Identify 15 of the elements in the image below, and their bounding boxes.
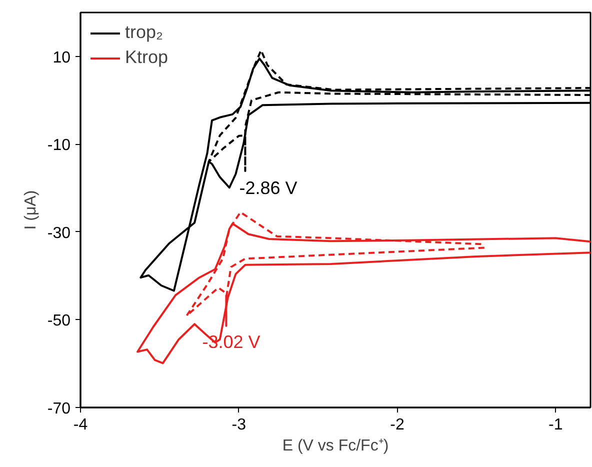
x-tick-label: -4: [73, 416, 88, 434]
y-tick-label: -70: [47, 400, 71, 418]
y-tick-label: -10: [47, 137, 71, 154]
y-tick-label: -30: [47, 224, 71, 242]
annotation: -3.02 V: [202, 332, 260, 352]
y-tick-label: -50: [47, 312, 71, 330]
x-axis-title: E (V vs Fc/Fc⁺): [282, 438, 389, 454]
annotation: -2.86 V: [239, 178, 298, 198]
legend-label: Ktrop: [125, 47, 168, 68]
y-axis-title: I (μA): [22, 190, 40, 230]
x-tick-label: -3: [232, 416, 246, 434]
y-tick-label: 10: [52, 49, 71, 66]
x-tick-label: -2: [390, 416, 404, 434]
x-tick-label: -1: [548, 416, 563, 434]
legend-label: trop₂: [125, 22, 164, 43]
